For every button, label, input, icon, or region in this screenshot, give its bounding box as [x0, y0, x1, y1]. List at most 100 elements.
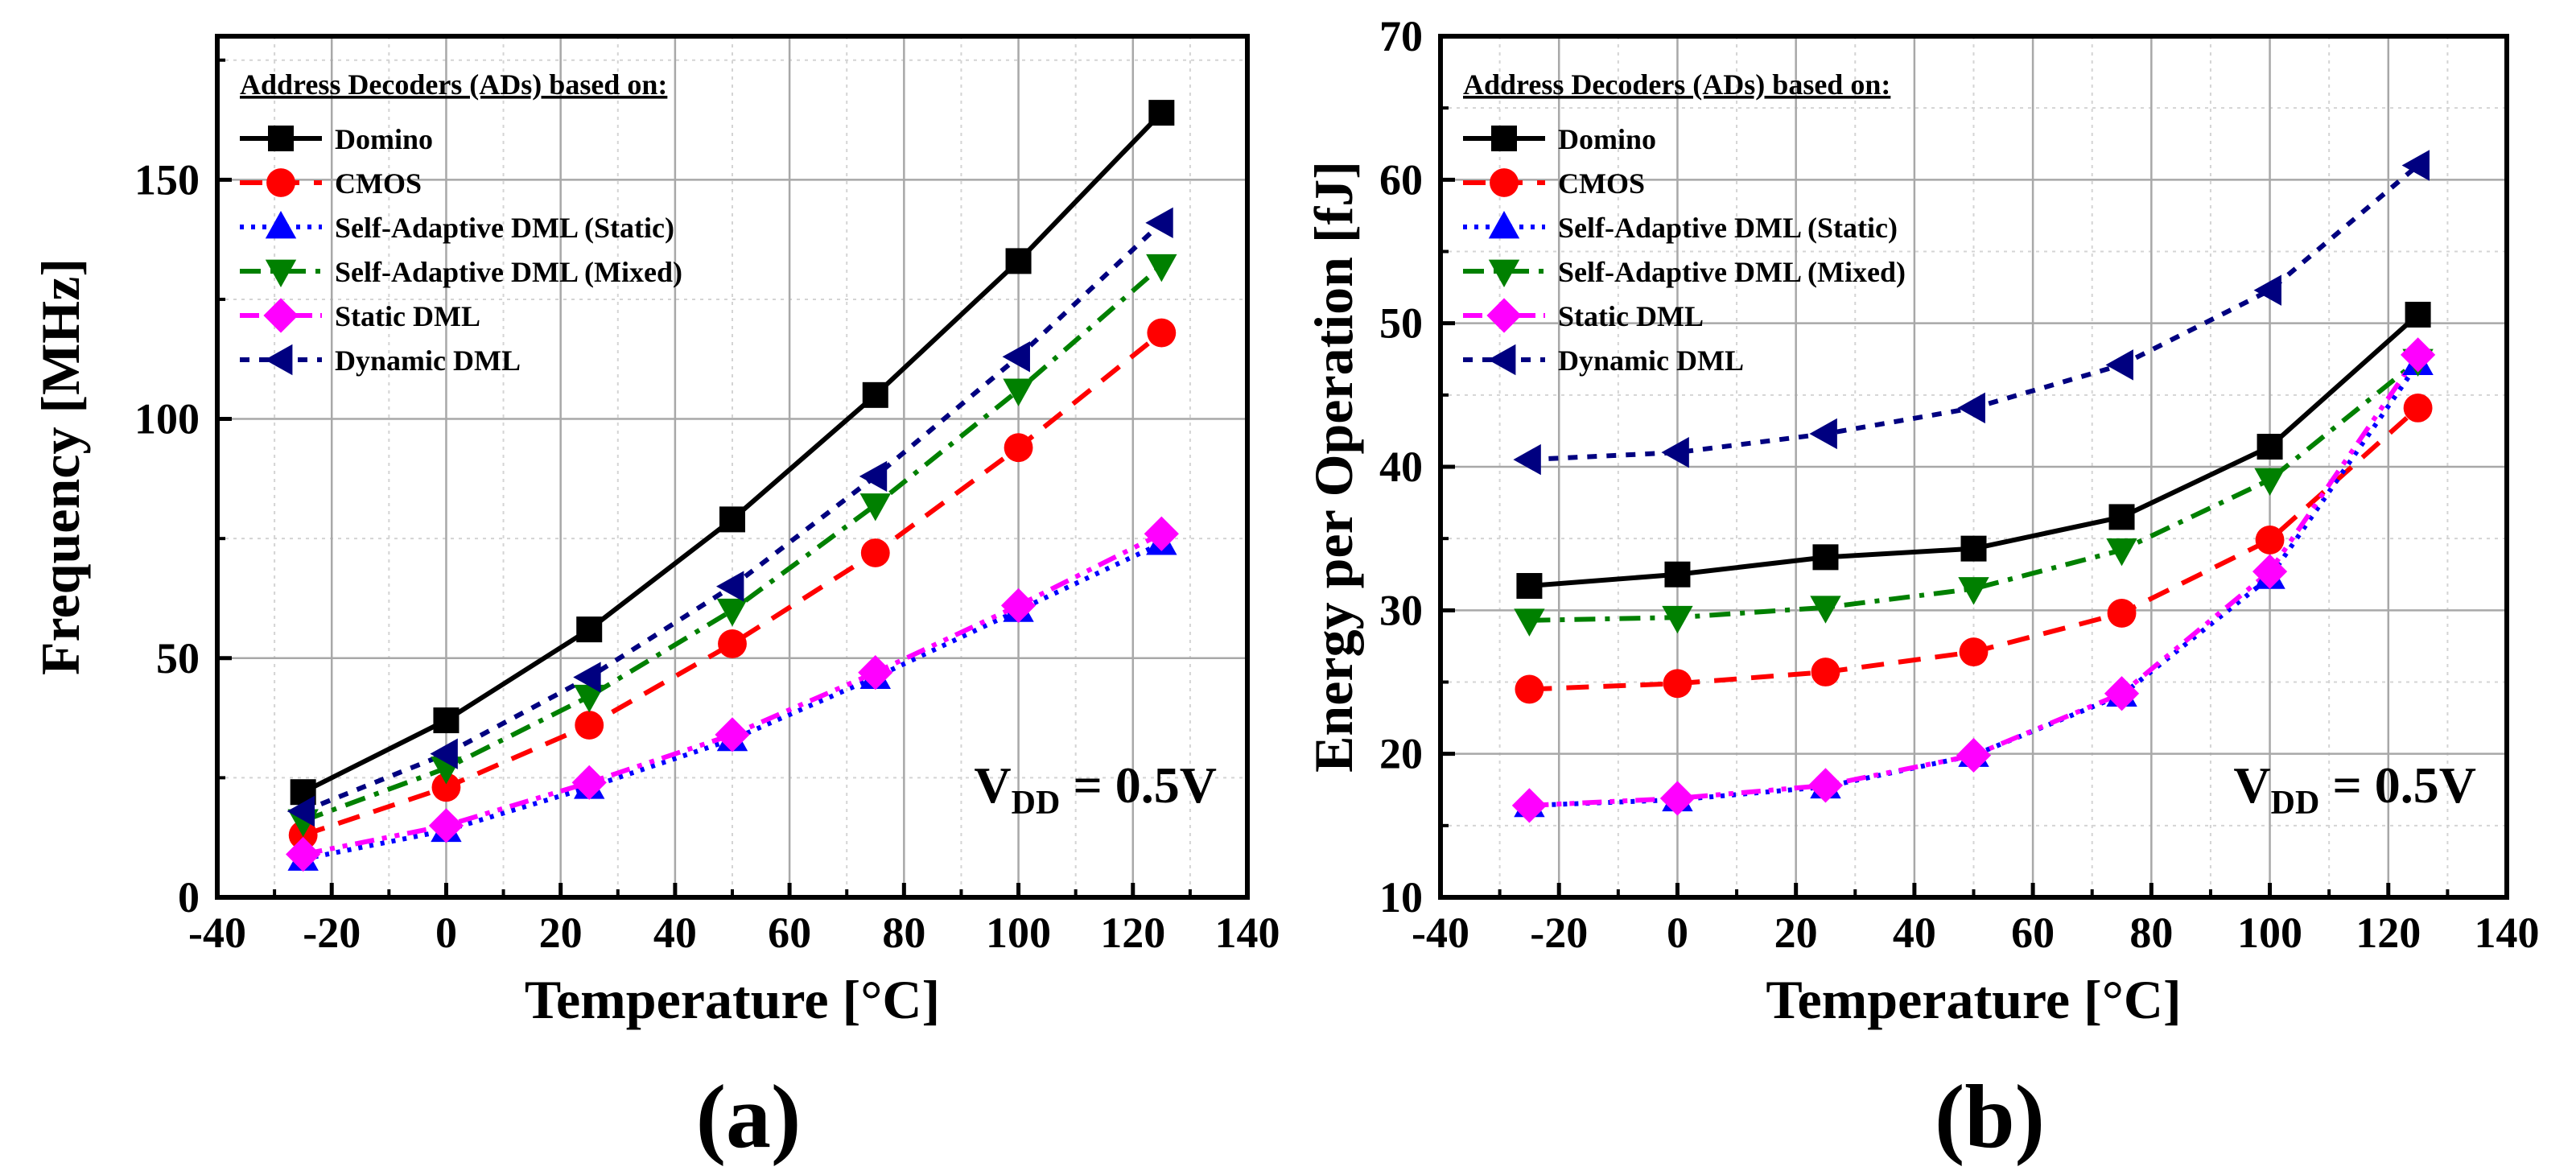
data-point — [1959, 637, 1989, 666]
data-point — [2107, 598, 2137, 628]
series-markers — [1513, 150, 2430, 476]
legend-marker — [1490, 168, 1519, 197]
data-point — [1146, 254, 1177, 282]
series-markers — [290, 100, 1175, 806]
data-point — [715, 717, 750, 752]
legend-marker — [265, 344, 293, 376]
data-point — [1663, 669, 1692, 699]
data-point — [1810, 596, 1841, 624]
vdd-subscript: DD — [2271, 785, 2320, 822]
data-point — [716, 598, 748, 627]
data-point — [860, 538, 890, 567]
data-point — [1957, 392, 1985, 424]
y-tick-label: 50 — [1379, 299, 1423, 348]
x-tick-label: 100 — [986, 909, 1051, 957]
legend-label: Domino — [1558, 123, 1656, 155]
data-point — [433, 707, 460, 734]
x-tick-label: 120 — [1100, 909, 1165, 957]
data-point — [286, 836, 321, 872]
x-tick-label: 80 — [2129, 909, 2173, 957]
legend-title: Address Decoders (ADs) based on: — [1463, 68, 1890, 101]
data-point — [1811, 658, 1840, 686]
legend-item: CMOS — [240, 167, 422, 200]
y-axis-label: Energy per Operation [fJ] — [1303, 161, 1364, 773]
legend-item: Static DML — [1463, 298, 1704, 333]
chart-panel-b: -40 -20 0 20 40 60 80 100 120 140 10 20 30 40 50 60 70 Te… — [1303, 12, 2540, 1167]
legend-marker — [1488, 259, 1520, 287]
legend-marker — [265, 259, 297, 287]
y-tick-label: 60 — [1379, 155, 1423, 204]
data-point — [858, 655, 893, 691]
x-tick-label: 120 — [2355, 909, 2421, 957]
vdd-symbol: V — [2233, 757, 2270, 814]
x-axis-label: Temperature [°C] — [1766, 969, 2181, 1030]
legend-marker — [265, 211, 297, 239]
series-markers — [1511, 337, 2436, 823]
legend-item: Self-Adaptive DML (Mixed) — [240, 256, 682, 288]
legend-title: Address Decoders (ADs) based on: — [240, 68, 667, 101]
data-point — [428, 808, 464, 843]
vdd-annotation: VDD = 0.5V — [2233, 757, 2476, 822]
legend-label: Dynamic DML — [1558, 344, 1744, 377]
data-point — [1958, 577, 1989, 605]
legend-marker — [1491, 126, 1517, 151]
y-tick-label: 50 — [156, 634, 200, 682]
legend-marker — [263, 298, 299, 333]
vdd-value: = 0.5V — [1060, 757, 1217, 814]
data-point — [1513, 443, 1541, 476]
series-markers — [1514, 348, 2434, 637]
data-point — [1515, 674, 1544, 704]
legend-label: Self-Adaptive DML (Static) — [335, 212, 674, 244]
legend-label: Self-Adaptive DML (Mixed) — [335, 256, 682, 288]
data-point — [575, 711, 604, 740]
data-point — [718, 629, 747, 658]
data-point — [2403, 393, 2433, 423]
y-tick-label: 30 — [1379, 586, 1423, 634]
y-axis-label: Frequency [MHz] — [30, 258, 91, 675]
data-point — [716, 571, 744, 602]
data-point — [2104, 676, 2140, 711]
x-tick-label: 40 — [1893, 909, 1936, 957]
minor-grid — [217, 36, 1247, 897]
series-markers — [1515, 393, 2433, 704]
series-markers — [1516, 301, 2431, 600]
x-tick-label: 20 — [539, 909, 583, 957]
data-point — [1812, 544, 1839, 571]
legend-item: CMOS — [1463, 167, 1645, 200]
legend-item: Domino — [240, 123, 433, 155]
legend-marker — [268, 126, 294, 151]
x-tick-label: -40 — [188, 909, 246, 957]
data-point — [2401, 150, 2430, 181]
data-point — [431, 773, 461, 802]
y-tick-label: 20 — [1379, 730, 1423, 778]
data-point — [2105, 349, 2133, 381]
y-tick-label: 40 — [1379, 443, 1423, 491]
data-point — [2255, 526, 2285, 555]
x-axis-label: Temperature [°C] — [525, 969, 940, 1030]
legend-label: Domino — [335, 123, 433, 155]
x-tick-label: 60 — [768, 909, 811, 957]
data-point — [2400, 337, 2436, 373]
legend-label: CMOS — [1558, 167, 1645, 200]
x-tick-label: 0 — [1667, 909, 1688, 957]
legend-label: CMOS — [335, 167, 422, 200]
data-point — [1145, 207, 1173, 239]
y-tick-label: 70 — [1379, 12, 1423, 60]
data-point — [1662, 605, 1693, 634]
y-tick-label: 150 — [134, 155, 200, 204]
vdd-symbol: V — [974, 757, 1011, 814]
data-point — [2106, 538, 2137, 567]
vdd-value: = 0.5V — [2319, 757, 2476, 814]
y-tick-label: 10 — [1379, 873, 1423, 921]
data-point — [1002, 341, 1030, 373]
x-tick-label: 140 — [2475, 909, 2540, 957]
data-point — [1659, 781, 1696, 816]
data-point — [859, 460, 888, 493]
data-point — [1004, 433, 1033, 463]
data-point — [1809, 418, 1837, 450]
axis-ticks: -40 -20 0 20 40 60 80 100 120 140 0 50 100 150 — [134, 58, 1280, 957]
series-markers — [286, 207, 1173, 827]
data-point — [719, 506, 745, 533]
data-point — [1516, 573, 1543, 600]
